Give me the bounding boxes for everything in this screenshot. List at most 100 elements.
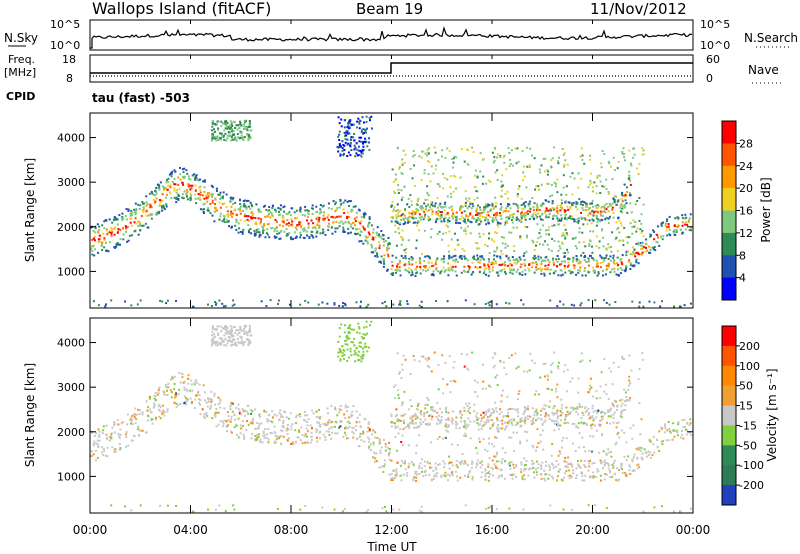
power-cell-3612 bbox=[418, 229, 421, 232]
power-cell-1698 bbox=[424, 264, 427, 267]
velocity-cell-3858 bbox=[589, 377, 592, 380]
power-cell-5241 bbox=[215, 302, 218, 305]
power-cell-1162 bbox=[307, 222, 310, 225]
power-cell-3469 bbox=[629, 183, 632, 186]
velocity-cell-2733 bbox=[414, 414, 417, 417]
power-cell-4199 bbox=[590, 222, 593, 225]
velocity-cell-3032 bbox=[505, 415, 508, 417]
power-cell-4537 bbox=[403, 161, 406, 164]
power-cell-4902 bbox=[245, 126, 248, 129]
power-cell-418 bbox=[169, 184, 172, 187]
velocity-cell-3554 bbox=[418, 360, 421, 363]
velocity-cell-826 bbox=[246, 420, 248, 423]
velocity-cell-1233 bbox=[318, 417, 321, 420]
velocity-cell-345 bbox=[156, 393, 159, 396]
power-cell-3504 bbox=[423, 172, 426, 175]
power-cell-5202 bbox=[384, 300, 386, 303]
cpid-value: tau (fast) -503 bbox=[92, 91, 190, 105]
power-cell-3701 bbox=[451, 158, 454, 161]
power-cell-2122 bbox=[549, 272, 551, 275]
velocity-cell-3164 bbox=[543, 408, 546, 410]
power-cell-1795 bbox=[452, 255, 455, 258]
velocity-cell-1736 bbox=[430, 478, 433, 481]
velocity-cell-1645 bbox=[407, 465, 410, 468]
power-cell-3753 bbox=[600, 206, 603, 209]
power-cell-3489 bbox=[585, 205, 588, 208]
velocity-cell-2965 bbox=[487, 416, 489, 418]
power-cell-3590 bbox=[394, 173, 397, 176]
velocity-cell-3854 bbox=[637, 448, 640, 451]
velocity-cell-847 bbox=[252, 417, 255, 420]
power-cell-3357 bbox=[595, 217, 598, 220]
power-cell-2635 bbox=[392, 208, 395, 211]
power-cell-3006 bbox=[496, 221, 499, 224]
velocity-cell-2799 bbox=[436, 411, 439, 414]
power-cell-2567 bbox=[673, 224, 676, 227]
power-cell-5007 bbox=[360, 136, 362, 139]
velocity-cell-971 bbox=[276, 435, 279, 438]
velocity-cell-3762 bbox=[398, 372, 401, 375]
power-cell-4906 bbox=[249, 129, 252, 132]
velocity-cell-2996 bbox=[493, 409, 496, 412]
power-cell-822 bbox=[245, 206, 248, 209]
velocity-cell-2410 bbox=[623, 455, 626, 458]
power-cell-5178 bbox=[638, 301, 641, 304]
velocity-cell-762 bbox=[236, 433, 238, 436]
velocity-cell-3973 bbox=[623, 408, 626, 411]
power-cell-1173 bbox=[312, 236, 315, 239]
power-cell-307 bbox=[148, 192, 151, 195]
velocity-cell-1985 bbox=[509, 467, 512, 470]
power-cell-3702 bbox=[594, 204, 597, 207]
power-cell-3818 bbox=[622, 147, 625, 150]
power-cell-3012 bbox=[494, 212, 497, 215]
velocity-cell-93 bbox=[105, 433, 108, 436]
power-cell-2 bbox=[91, 245, 94, 248]
velocity-cell-2559 bbox=[671, 439, 674, 441]
velocity-cell-2892 bbox=[463, 420, 466, 423]
power-cell-1984 bbox=[509, 262, 512, 265]
velocity-cell-3571 bbox=[620, 429, 623, 432]
power-cell-5289 bbox=[488, 304, 491, 307]
velocity-cell-1926 bbox=[492, 474, 495, 477]
power-cell-2716 bbox=[412, 217, 415, 220]
power-cell-4340 bbox=[553, 146, 556, 149]
velocity-cell-690 bbox=[223, 419, 226, 422]
power-cell-4040 bbox=[511, 221, 514, 224]
power-cell-4557 bbox=[551, 206, 554, 209]
velocity-cell-4248 bbox=[447, 418, 450, 421]
power-cell-456 bbox=[177, 198, 180, 201]
power-cell-1448 bbox=[363, 212, 366, 215]
velocity-cell-1253 bbox=[328, 430, 330, 433]
power-cell-4113 bbox=[487, 218, 490, 221]
power-cell-2498 bbox=[653, 238, 656, 241]
velocity-cell-483 bbox=[181, 376, 184, 379]
velocity-cell-190 bbox=[125, 431, 128, 434]
velocity-cell-475 bbox=[183, 395, 186, 398]
power-cell-3864 bbox=[550, 159, 553, 162]
velocity-cell-1900 bbox=[484, 478, 487, 481]
velocity-cell-876 bbox=[254, 438, 257, 441]
power-cell-2859 bbox=[455, 219, 458, 222]
power-cell-4278 bbox=[615, 236, 618, 239]
velocity-cell-4208 bbox=[442, 377, 445, 380]
velocity-cell-3055 bbox=[510, 418, 513, 421]
velocity-cell-194 bbox=[130, 422, 133, 425]
power-cell-4146 bbox=[430, 201, 433, 204]
velocity-cell-4042 bbox=[566, 410, 569, 413]
velocity-cell-4307 bbox=[571, 442, 574, 445]
velocity-cell-2725 bbox=[415, 426, 418, 429]
power-cell-3234 bbox=[560, 214, 563, 217]
power-cell-1337 bbox=[344, 199, 347, 202]
velocity-cell-588 bbox=[204, 399, 206, 402]
power-cell-4824 bbox=[242, 137, 245, 139]
power-cell-5298 bbox=[317, 303, 320, 306]
power-cell-2796 bbox=[435, 213, 438, 216]
velocity-cell-1803 bbox=[454, 470, 457, 473]
velocity-cell-401 bbox=[166, 393, 169, 396]
velocity-cell-504 bbox=[185, 397, 187, 400]
power-cell-4135 bbox=[488, 179, 491, 182]
velocity-cell-3846 bbox=[584, 410, 587, 413]
power-cell-4195 bbox=[449, 192, 452, 195]
velocity-cell-457 bbox=[177, 403, 180, 406]
